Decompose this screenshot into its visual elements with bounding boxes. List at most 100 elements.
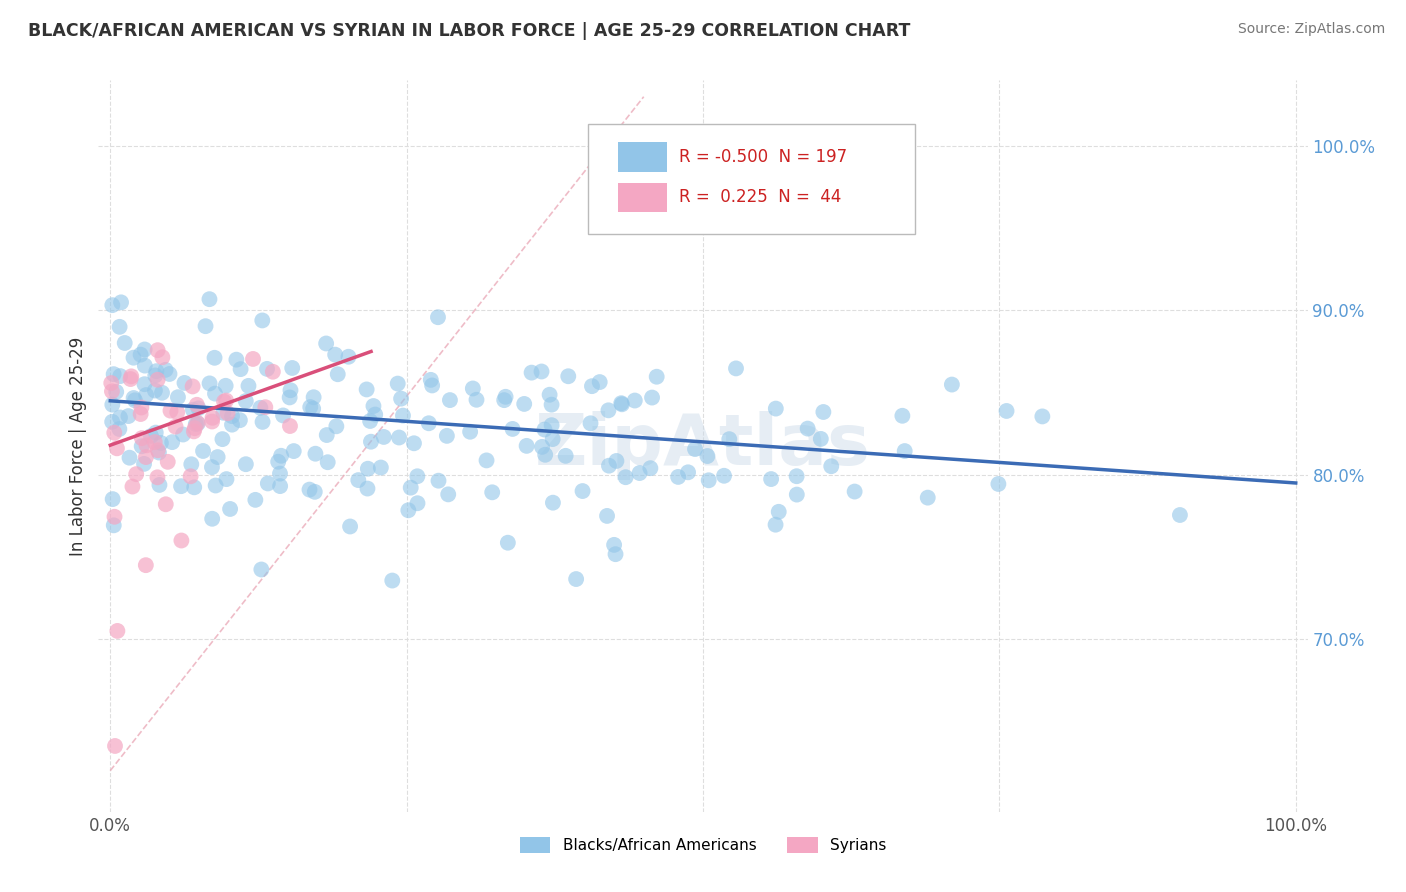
Point <box>242 351 264 366</box>
Point <box>249 401 271 415</box>
Point <box>139 429 162 443</box>
Point <box>844 484 866 499</box>
Point <box>132 457 155 471</box>
Point <box>225 352 247 367</box>
Point <box>323 348 346 362</box>
Point <box>941 377 963 392</box>
Point <box>148 478 170 492</box>
Point <box>180 457 202 471</box>
Point <box>101 415 124 429</box>
Point <box>278 419 301 434</box>
Point <box>187 417 209 431</box>
Point <box>235 394 257 409</box>
Point <box>180 469 202 483</box>
Point <box>339 519 361 533</box>
Point <box>145 425 167 440</box>
Point <box>302 390 325 404</box>
Point <box>557 369 579 384</box>
Point <box>250 562 273 576</box>
Bar <box>619 143 666 171</box>
Point <box>186 416 208 430</box>
Point <box>167 390 190 404</box>
Point <box>610 397 633 411</box>
Point <box>215 472 238 486</box>
Point <box>134 343 156 357</box>
Point <box>614 470 637 484</box>
Point <box>198 376 221 391</box>
Point <box>143 435 166 450</box>
Point <box>146 443 169 458</box>
Point <box>666 470 689 484</box>
Point <box>238 379 260 393</box>
Point <box>229 413 252 427</box>
Point <box>579 417 602 431</box>
Point <box>145 364 167 378</box>
Text: ZipAtlas: ZipAtlas <box>536 411 870 481</box>
Point <box>101 384 124 399</box>
Point <box>436 429 458 443</box>
Point <box>267 455 290 469</box>
Point <box>131 431 153 445</box>
Point <box>155 497 177 511</box>
Point <box>134 377 156 392</box>
Point <box>373 430 395 444</box>
Point <box>271 409 294 423</box>
Point <box>356 482 378 496</box>
Point <box>204 386 226 401</box>
Point <box>891 409 914 423</box>
Point <box>103 518 125 533</box>
Point <box>786 469 808 483</box>
Point <box>194 319 217 334</box>
Point <box>388 430 411 444</box>
Point <box>105 442 128 456</box>
Point <box>252 313 274 327</box>
Point <box>103 367 125 381</box>
Point <box>146 343 169 358</box>
Point <box>406 496 429 510</box>
Point <box>221 417 243 432</box>
Point <box>713 468 735 483</box>
Point <box>513 397 536 411</box>
Point <box>605 547 627 561</box>
Point <box>530 364 553 378</box>
Point <box>645 369 668 384</box>
Point <box>108 319 131 334</box>
Point <box>184 417 207 431</box>
Point <box>129 348 152 362</box>
Point <box>201 460 224 475</box>
Point <box>765 517 787 532</box>
Point <box>150 351 173 365</box>
Point <box>718 432 741 446</box>
Point <box>131 439 153 453</box>
Point <box>402 436 425 450</box>
Point <box>481 485 503 500</box>
Point <box>893 444 915 458</box>
Point <box>640 461 662 475</box>
Point <box>120 369 142 384</box>
Point <box>554 449 576 463</box>
Point <box>101 398 124 412</box>
Point <box>768 505 790 519</box>
Point <box>256 362 278 376</box>
Point <box>124 393 146 408</box>
Point <box>494 393 516 408</box>
Point <box>281 361 304 376</box>
Point <box>160 435 183 450</box>
Point <box>122 391 145 405</box>
Point <box>191 444 214 458</box>
Point <box>103 509 125 524</box>
Point <box>146 470 169 484</box>
Point <box>201 415 224 429</box>
Point <box>392 409 415 423</box>
Point <box>105 384 128 399</box>
Point <box>427 474 450 488</box>
Point <box>347 473 370 487</box>
Point <box>571 484 593 499</box>
Point <box>598 403 620 417</box>
Point <box>166 405 188 419</box>
Point <box>396 503 419 517</box>
Point <box>159 403 181 417</box>
Text: R = -0.500  N = 197: R = -0.500 N = 197 <box>679 148 846 166</box>
Point <box>280 383 302 397</box>
Point <box>257 476 280 491</box>
